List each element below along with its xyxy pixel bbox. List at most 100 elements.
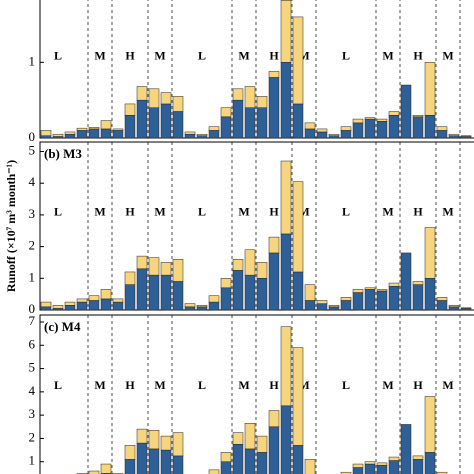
- bar-segment: [40, 135, 52, 139]
- bar-segment: [412, 459, 424, 474]
- y-tick-label: 3: [29, 206, 36, 221]
- bar-segment: [136, 86, 148, 101]
- bar-segment: [112, 128, 124, 131]
- season-label: H: [269, 49, 279, 63]
- y-tick-label: 2: [29, 238, 36, 253]
- bar-segment: [232, 259, 244, 271]
- bar-segment: [256, 435, 268, 453]
- bar-segment: [268, 252, 280, 311]
- bar-segment: [268, 410, 280, 428]
- y-tick-label: 4: [29, 174, 36, 189]
- bar-segment: [268, 71, 280, 78]
- y-tick-label: 1: [29, 53, 36, 68]
- bar-segment: [112, 298, 124, 303]
- bar-segment: [388, 115, 400, 139]
- y-tick-label: 1: [29, 453, 36, 468]
- season-label: M: [154, 49, 165, 63]
- bar-segment: [436, 126, 448, 131]
- bar-segment: [232, 443, 244, 474]
- bar-segment: [436, 300, 448, 311]
- bar-segment: [388, 456, 400, 461]
- season-label: L: [198, 378, 206, 392]
- bar-segment: [256, 278, 268, 311]
- bar-segment: [244, 274, 256, 311]
- bar-segment: [76, 127, 88, 131]
- bar-segment: [448, 135, 460, 139]
- bar-segment: [220, 287, 232, 311]
- bar-segment: [340, 130, 352, 139]
- bar-segment: [436, 130, 448, 139]
- y-tick-label: 0: [29, 301, 36, 316]
- bar-segment: [244, 448, 256, 474]
- bar-segment: [220, 107, 232, 118]
- bar-segment: [148, 107, 160, 139]
- bar-segment: [448, 133, 460, 136]
- bar-segment: [304, 284, 316, 301]
- bar-segment: [100, 298, 112, 311]
- season-label: H: [413, 204, 423, 218]
- bar-segment: [244, 86, 256, 108]
- bar-segment: [400, 84, 412, 139]
- bar-segment: [100, 289, 112, 300]
- y-tick-label: 3: [29, 406, 36, 421]
- bar-segment: [292, 103, 304, 139]
- bar-segment: [316, 131, 328, 139]
- season-label: H: [413, 378, 423, 392]
- bar-segment: [160, 92, 172, 105]
- bar-segment: [208, 130, 220, 139]
- bar-segment: [352, 289, 364, 293]
- bar-segment: [364, 463, 376, 474]
- season-label: L: [342, 378, 350, 392]
- bar-segment: [352, 122, 364, 139]
- bar-segment: [52, 304, 64, 309]
- bar-segment: [352, 463, 364, 468]
- bar-segment: [112, 130, 124, 139]
- season-label: M: [94, 204, 105, 218]
- bar-segment: [196, 306, 208, 311]
- bar-segment: [148, 430, 160, 450]
- season-label: M: [442, 378, 453, 392]
- bar-segment: [424, 227, 436, 279]
- bar-segment: [220, 452, 232, 462]
- bar-segment: [280, 62, 292, 139]
- season-label: M: [154, 204, 165, 218]
- bar-segment: [280, 326, 292, 407]
- bar-segment: [184, 133, 196, 139]
- bar-segment: [160, 449, 172, 474]
- bar-segment: [172, 281, 184, 311]
- bar-segment: [364, 461, 376, 465]
- bar-segment: [220, 278, 232, 289]
- bar-segment: [136, 255, 148, 270]
- bar-segment: [292, 347, 304, 446]
- bar-segment: [244, 423, 256, 450]
- season-label: M: [382, 204, 393, 218]
- bar-segment: [196, 304, 208, 308]
- bar-segment: [184, 303, 196, 308]
- bar-segment: [412, 281, 424, 285]
- bar-segment: [292, 16, 304, 105]
- bar-segment: [244, 249, 256, 276]
- season-label: L: [198, 204, 206, 218]
- bar-segment: [352, 118, 364, 124]
- bar-segment: [412, 116, 424, 139]
- panel-label: (b) M3: [44, 146, 82, 161]
- bar-segment: [304, 300, 316, 311]
- bar-segment: [220, 116, 232, 139]
- bar-segment: [352, 292, 364, 311]
- bar-segment: [100, 463, 112, 474]
- bar-segment: [340, 126, 352, 131]
- bar-segment: [64, 133, 76, 139]
- y-axis-label: Runoff (×10⁷ m³ month⁻¹): [4, 160, 18, 292]
- bar-segment: [364, 117, 376, 120]
- bar-segment: [232, 99, 244, 139]
- bar-segment: [256, 452, 268, 474]
- bar-segment: [328, 304, 340, 308]
- season-label: L: [198, 49, 206, 63]
- bar-segment: [316, 303, 328, 311]
- bar-segment: [436, 297, 448, 301]
- bar-segment: [40, 130, 52, 136]
- bar-segment: [460, 135, 472, 137]
- bar-segment: [88, 300, 100, 311]
- season-label: H: [125, 204, 135, 218]
- bar-segment: [76, 301, 88, 311]
